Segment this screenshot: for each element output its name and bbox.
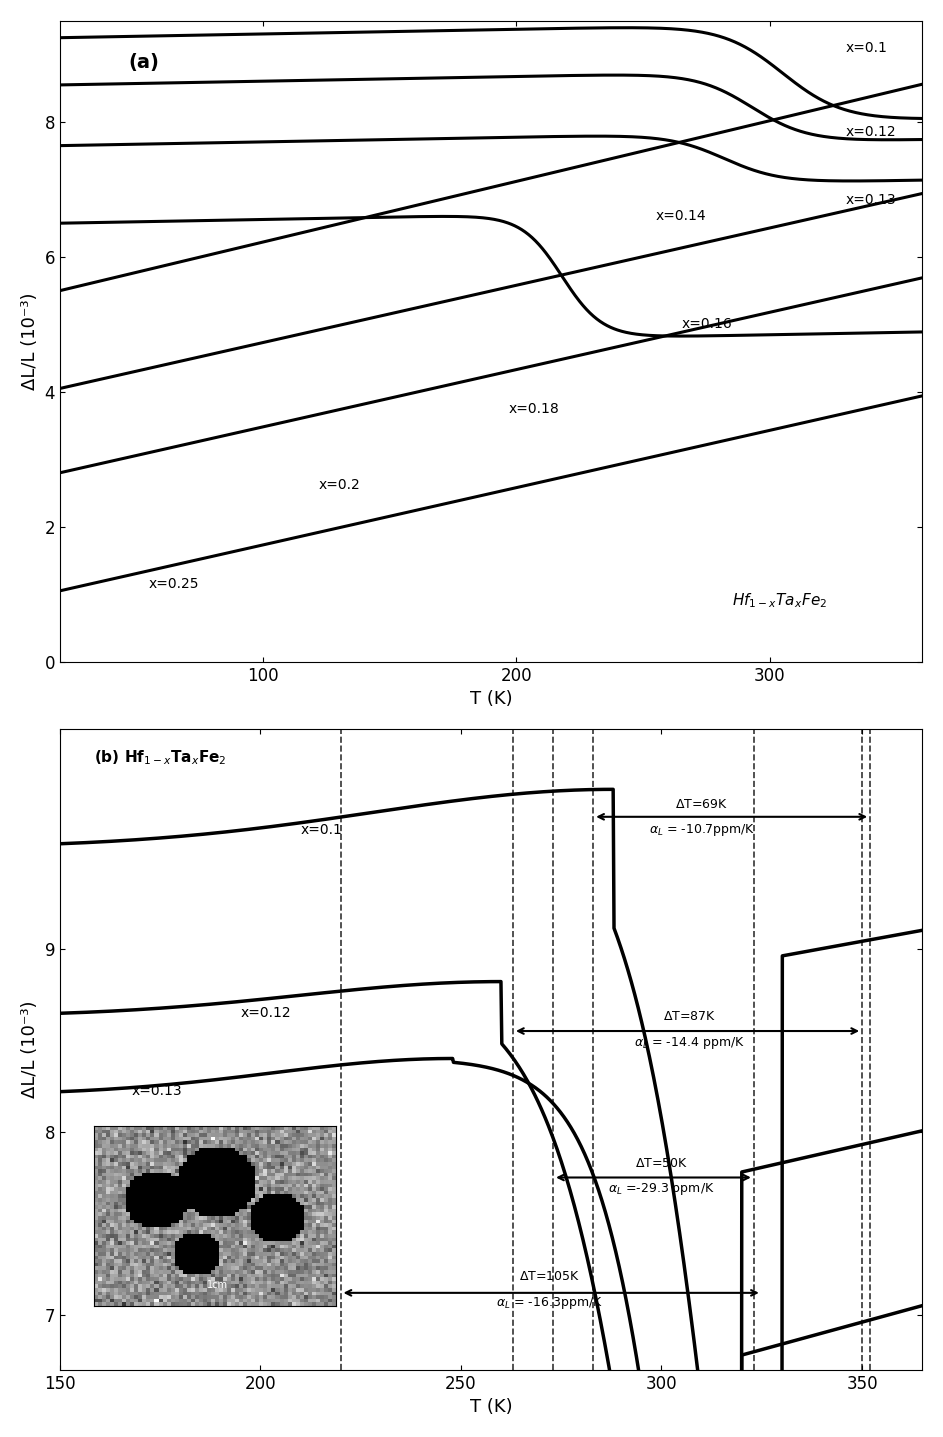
Text: x=0.13: x=0.13	[846, 193, 897, 207]
Text: $\alpha_L$ = -14.4 ppm/K: $\alpha_L$ = -14.4 ppm/K	[634, 1035, 745, 1050]
Text: $\alpha_L$ =-29.3 ppm/K: $\alpha_L$ =-29.3 ppm/K	[608, 1181, 715, 1197]
Text: $\alpha_L$ = -10.7ppm/K: $\alpha_L$ = -10.7ppm/K	[649, 822, 754, 838]
Text: x=0.14: x=0.14	[656, 210, 706, 224]
Text: x=0.18: x=0.18	[509, 402, 559, 415]
Text: $\Delta$T=50K: $\Delta$T=50K	[635, 1157, 688, 1170]
Y-axis label: ΔL/L (10⁻³): ΔL/L (10⁻³)	[21, 293, 39, 389]
Text: x=0.1: x=0.1	[846, 40, 888, 55]
Text: Hf$_{1-x}$Ta$_x$Fe$_2$: Hf$_{1-x}$Ta$_x$Fe$_2$	[733, 592, 828, 611]
X-axis label: T (K): T (K)	[470, 690, 512, 708]
Text: $\Delta$T=69K: $\Delta$T=69K	[675, 798, 728, 810]
Text: x=0.13: x=0.13	[132, 1085, 183, 1098]
Text: (b) Hf$_{1-x}$Ta$_x$Fe$_2$: (b) Hf$_{1-x}$Ta$_x$Fe$_2$	[94, 749, 227, 767]
Text: x=0.12: x=0.12	[240, 1006, 291, 1020]
Text: x=0.2: x=0.2	[319, 479, 360, 491]
Text: (a): (a)	[129, 53, 159, 72]
Text: x=0.25: x=0.25	[149, 578, 199, 591]
Text: $\Delta$T=105K: $\Delta$T=105K	[519, 1270, 580, 1283]
Y-axis label: ΔL/L (10⁻³): ΔL/L (10⁻³)	[21, 1000, 39, 1098]
Text: x=0.1: x=0.1	[301, 822, 342, 836]
Text: $\alpha_L$ = -16.3ppm/K: $\alpha_L$ = -16.3ppm/K	[496, 1295, 603, 1311]
X-axis label: T (K): T (K)	[470, 1398, 512, 1417]
Text: x=0.12: x=0.12	[846, 125, 897, 139]
Text: $\Delta$T=87K: $\Delta$T=87K	[663, 1010, 716, 1023]
Text: x=0.16: x=0.16	[681, 318, 732, 332]
